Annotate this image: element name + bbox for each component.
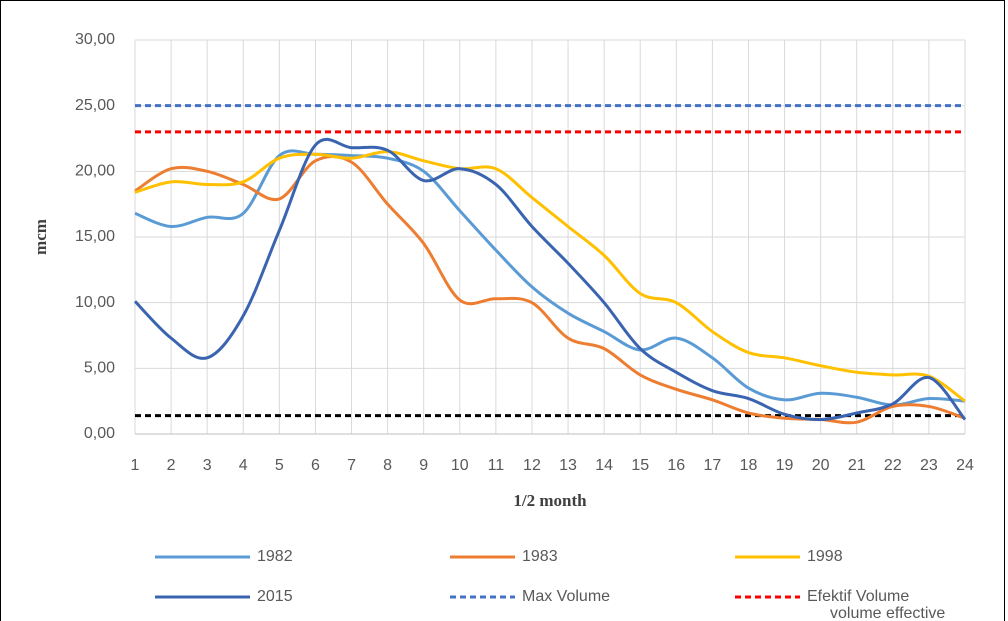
legend-label: Max Volume [522,588,610,605]
legend-label: 1998 [807,548,843,565]
x-tick-label: 3 [203,457,212,474]
x-tick-label: 7 [347,457,356,474]
x-tick-label: 19 [776,457,794,474]
series-line [133,138,967,422]
legend-label: 1982 [257,548,293,565]
x-tick-label: 1 [131,457,140,474]
x-tick-label: 2 [167,457,176,474]
y-tick-label: 25,00 [75,97,115,114]
x-tick-label: 11 [488,457,505,474]
y-tick-label: 30,00 [75,31,115,48]
x-tick-label: 9 [419,457,428,474]
x-tick-label: 8 [383,457,392,474]
x-tick-label: 4 [239,457,248,474]
x-tick-label: 6 [311,457,320,474]
legend-label: Efektif Volume [807,588,909,605]
y-tick-label: 20,00 [75,163,115,180]
y-tick-label: 5,00 [84,360,115,377]
x-tick-label: 5 [275,457,284,474]
legend-label: 2015 [257,588,293,605]
y-tick-label: 0,00 [84,425,115,442]
x-tick-label: 15 [631,457,649,474]
y-tick-label: 15,00 [75,228,115,245]
x-tick-label: 22 [884,457,902,474]
x-tick-label: 13 [559,457,577,474]
x-tick-label: 18 [740,457,758,474]
x-tick-label: 23 [920,457,938,474]
series-line [134,154,966,425]
x-tick-label: 17 [703,457,721,474]
x-tick-label: 12 [523,457,541,474]
x-tick-label: 14 [595,457,613,474]
x-tick-label: 24 [956,457,974,474]
y-tick-label: 10,00 [75,294,115,311]
x-tick-label: 21 [848,457,866,474]
x-tick-label: 16 [667,457,685,474]
x-tick-label: 20 [812,457,830,474]
x-tick-label: 10 [451,457,469,474]
x-axis-title: 1/2 month [513,491,587,510]
legend-label: volume effective [830,605,945,621]
legend-label: 1983 [522,548,558,565]
y-axis-title: mcm [31,219,50,255]
series-line [134,150,966,403]
